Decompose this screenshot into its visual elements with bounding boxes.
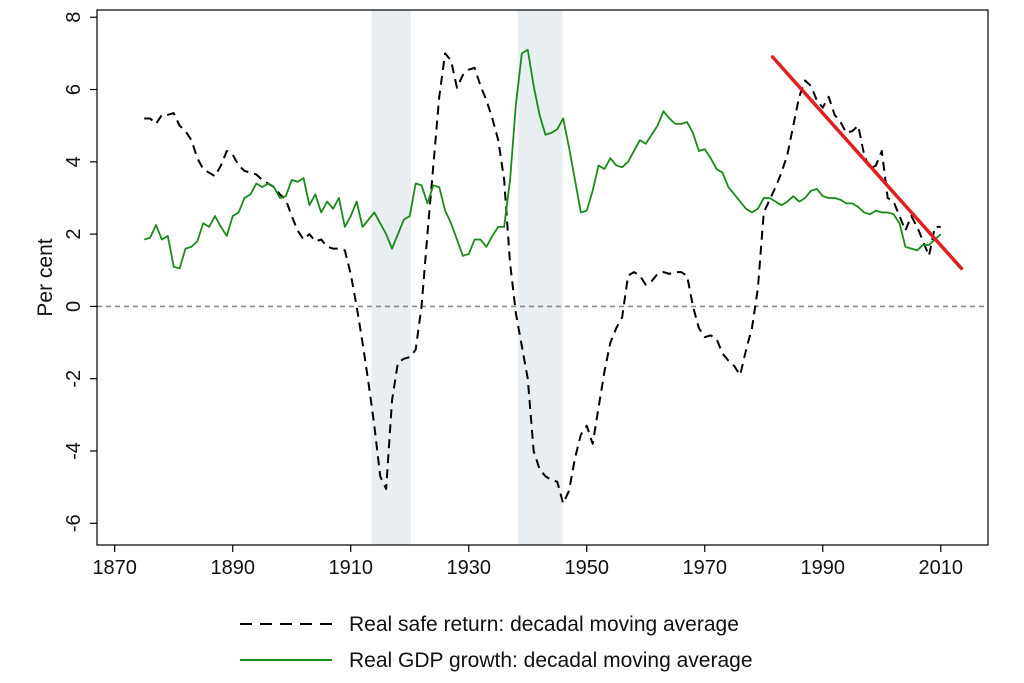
x-axis: 1870 1890 1910 1930 1950 1970 1990 2010	[92, 545, 963, 579]
x-tick-label: 1990	[801, 557, 846, 579]
shaded-period-1	[517, 10, 563, 545]
x-tick-label: 1930	[446, 557, 491, 579]
series-line-real-gdp-growth	[143, 48, 942, 270]
y-tick-label: -6	[63, 514, 85, 532]
y-tick-label: 6	[63, 84, 85, 95]
x-tick-label: 1950	[565, 557, 610, 579]
x-tick-label: 1970	[683, 557, 728, 579]
x-tick-label: 2010	[919, 557, 964, 579]
y-tick-label: 8	[63, 12, 85, 23]
y-axis: -6 -4 -2 0 2 4 6 8	[63, 12, 97, 532]
shaded-period-0	[371, 10, 411, 545]
series-lines	[143, 48, 942, 505]
y-tick-label: 2	[63, 229, 85, 240]
legend-label: Real safe return: decadal moving average	[349, 613, 739, 636]
y-tick-label: -2	[63, 370, 85, 388]
y-tick-label: 4	[63, 156, 85, 167]
annotations	[770, 55, 964, 271]
x-tick-label: 1910	[328, 557, 373, 579]
series-line-real-safe-return	[144, 52, 941, 505]
y-tick-label: 0	[63, 301, 85, 312]
legend: Real safe return: decadal moving average…	[240, 613, 753, 672]
plot-frame	[96, 9, 989, 546]
shaded-periods	[371, 10, 563, 545]
trend-line-annotation	[770, 55, 964, 271]
y-tick-label: -4	[63, 442, 85, 460]
legend-label: Real GDP growth: decadal moving average	[349, 649, 753, 672]
y-axis-title: Per cent	[34, 238, 57, 316]
x-tick-label: 1890	[210, 557, 255, 579]
x-tick-label: 1870	[92, 557, 137, 579]
